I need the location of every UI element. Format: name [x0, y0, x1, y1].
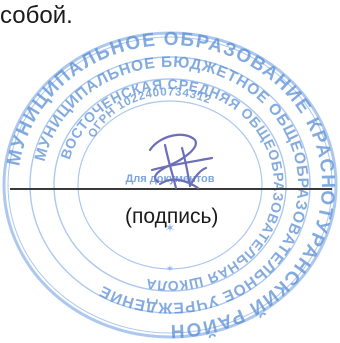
seal-center-text: Для документов — [125, 173, 214, 185]
seal-inner-border — [53, 78, 287, 292]
svg-text:ВОСТОЧЕНСКАЯ СРЕДНЯЯ ОБЩЕОБРАЗ: ВОСТОЧЕНСКАЯ СРЕДНЯЯ ОБЩЕОБРАЗОВАТЕЛЬНАЯ… — [57, 76, 287, 294]
seal-star-icon: ✶ — [165, 221, 175, 235]
signature-caption: (подпись) — [125, 205, 219, 228]
seal-lower-star-icon: ✶ — [166, 264, 174, 275]
seal-middle-border — [29, 56, 311, 314]
seal-outer-inner-border — [7, 36, 333, 334]
signature-line — [10, 188, 332, 190]
intro-text: собой. — [0, 2, 73, 29]
seal-outer-border — [2, 31, 338, 339]
seal-inner-text: ВОСТОЧЕНСКАЯ СРЕДНЯЯ ОБЩЕОБРАЗОВАТЕЛЬНАЯ… — [57, 76, 286, 294]
seal-core-border — [77, 100, 263, 270]
